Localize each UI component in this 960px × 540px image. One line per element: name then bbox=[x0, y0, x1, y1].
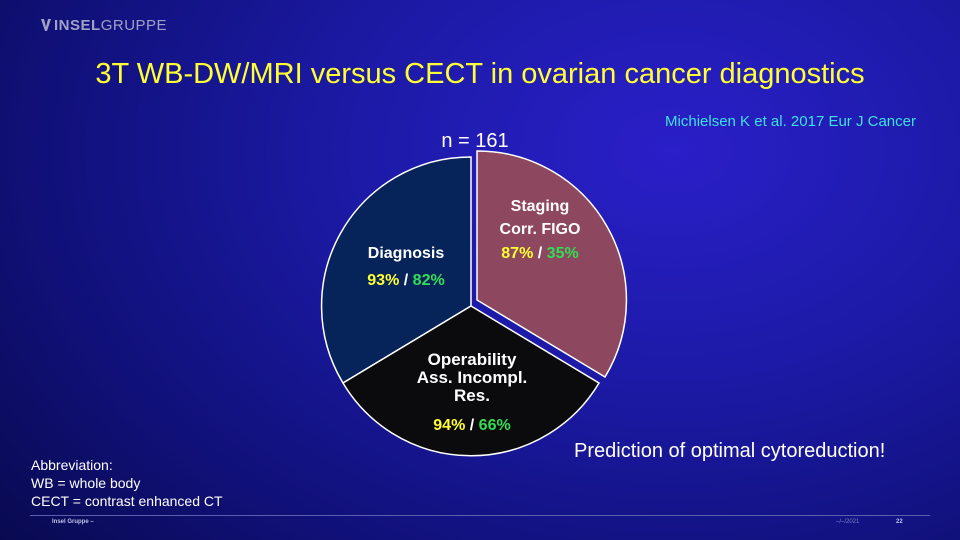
diagnosis-ct-value: 82% bbox=[412, 272, 445, 289]
pie-slice-operability bbox=[341, 305, 601, 457]
operability-mri-value: 94% bbox=[433, 417, 466, 434]
operability-label: Operability Ass. Incompl. Res. 94% / 66% bbox=[392, 351, 552, 435]
operability-ct-value: 66% bbox=[478, 417, 511, 434]
abbreviation-cect: CECT = contrast enhanced CT bbox=[31, 493, 223, 509]
staging-separator: / bbox=[537, 245, 543, 262]
footer-date: –/–/2021 bbox=[836, 519, 860, 525]
pie-slice-diagnosis bbox=[320, 156, 472, 385]
footer-organization: Insel Gruppe – bbox=[52, 519, 94, 525]
abbreviation-heading: Abbreviation: bbox=[31, 457, 113, 473]
diagnosis-separator: / bbox=[403, 272, 409, 289]
insel-logo-icon bbox=[41, 19, 51, 31]
staging-subtitle: Corr. FIGO bbox=[499, 221, 581, 238]
operability-title: Operability bbox=[427, 350, 517, 369]
pie-slice-staging bbox=[476, 150, 628, 379]
staging-label: Staging Corr. FIGO 87% / 35% bbox=[470, 197, 610, 264]
diagnosis-label: Diagnosis 93% / 82% bbox=[336, 244, 476, 291]
staging-values: 87% / 35% bbox=[470, 244, 610, 264]
sample-size-label: n = 161 bbox=[441, 130, 509, 152]
staging-title: Staging bbox=[510, 198, 570, 215]
footer-page-number: 22 bbox=[896, 519, 903, 525]
abbreviation-wb: WB = whole body bbox=[31, 475, 141, 491]
logo-suffix: GRUPPE bbox=[100, 17, 168, 34]
diagnosis-mri-value: 93% bbox=[367, 272, 400, 289]
operability-separator: / bbox=[469, 417, 475, 434]
diagnosis-values: 93% / 82% bbox=[336, 271, 476, 291]
operability-subtitle: Ass. Incompl. bbox=[416, 368, 528, 387]
diagnosis-title: Diagnosis bbox=[367, 245, 445, 262]
operability-values: 94% / 66% bbox=[392, 417, 552, 435]
staging-ct-value: 35% bbox=[546, 245, 579, 262]
inselgruppe-logo: INSELGRUPPE bbox=[40, 17, 167, 34]
abbreviation-box: Abbreviation: WB = whole body CECT = con… bbox=[31, 456, 223, 510]
reference-citation: Michielsen K et al. 2017 Eur J Cancer bbox=[665, 113, 916, 130]
footer-divider bbox=[30, 515, 930, 516]
prediction-statement: Prediction of optimal cytoreduction! bbox=[574, 440, 886, 462]
operability-subtitle-2: Res. bbox=[454, 386, 490, 405]
slide-title: 3T WB-DW/MRI versus CECT in ovarian canc… bbox=[95, 58, 865, 90]
logo-prefix: INSEL bbox=[54, 17, 101, 34]
staging-mri-value: 87% bbox=[501, 245, 534, 262]
